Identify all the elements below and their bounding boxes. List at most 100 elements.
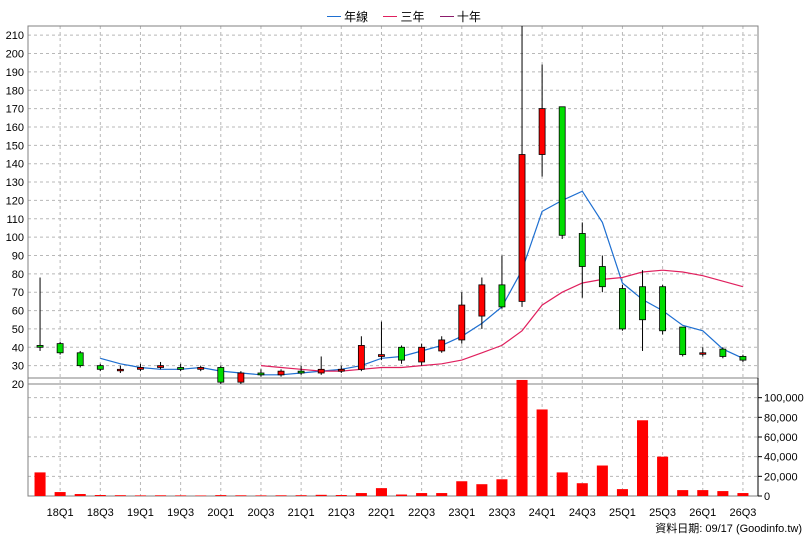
candlestick [237,371,245,384]
price-tick-label: 120 [6,195,24,207]
x-tick-label: 23Q1 [448,507,475,519]
volume-axis: 0 20,000 40,000 60,000 80,000 100,000 [758,393,804,503]
x-tick-label: 23Q3 [488,507,515,519]
price-tick-label: 140 [6,159,24,171]
volume-bar [737,493,749,496]
volume-tick-label: 80,000 [764,412,798,424]
candlestick [378,321,385,361]
candlestick [639,270,646,351]
price-tick-label: 210 [6,30,24,42]
candlestick [679,326,687,357]
candle-body [438,339,446,352]
x-tick-label: 21Q1 [288,507,315,519]
candlestick [257,369,265,377]
candle-body [719,348,727,357]
price-tick-label: 200 [6,49,24,61]
volume-bar [235,495,247,496]
x-tick-label: 21Q3 [328,507,355,519]
candlestick [137,363,144,372]
legend-swatch-year-line [327,16,342,17]
candle-body [317,368,325,374]
volume-bar [134,495,146,496]
x-tick-label: 24Q3 [569,507,596,519]
volume-tick-label: 40,000 [764,452,798,464]
candlestick [498,255,506,309]
volume-bar [496,479,508,496]
legend-swatch-ten-year [439,16,454,17]
candlestick [598,255,606,293]
legend-label-year-line: 年線 [344,10,369,24]
price-tick-label: 70 [12,287,24,299]
candle-body [518,154,526,302]
grid-lines [28,26,758,496]
volume-bar [335,495,347,496]
volume-bar [476,484,488,496]
x-tick-label: 18Q3 [87,507,114,519]
candle-body [277,370,285,376]
x-tick-label: 24Q1 [529,507,556,519]
candle-body [337,368,345,372]
price-tick-label: 20 [12,379,24,391]
price-tick-label: 90 [12,250,24,262]
candlestick [157,361,164,370]
candle-body [96,365,104,370]
candlestick [418,343,426,366]
volume-bar [396,494,408,496]
x-tick-label: 20Q3 [247,507,274,519]
candlestick [317,356,325,375]
volume-bar [416,493,428,496]
price-axis: 20 30 40 50 60 70 80 90 100 110 120 130 140 150 160 170… [6,30,24,391]
volume-bar [215,495,227,496]
price-tick-label: 170 [6,104,24,116]
candlestick [36,277,44,351]
price-tick-label: 160 [6,122,24,134]
x-tick-label: 25Q1 [609,507,636,519]
chart-legend: 年線 三年 十年 [0,6,808,25]
candle-body [197,367,205,370]
volume-bar [657,456,669,496]
price-tick-label: 110 [6,214,24,226]
price-tick-label: 100 [6,232,24,244]
x-tick-label: 22Q1 [368,507,395,519]
candlestick [458,292,466,344]
legend-item-ten-year: 十年 [439,8,481,25]
volume-bar [556,472,568,496]
candle-body [538,108,546,155]
volume-bar [275,495,287,496]
candle-body [257,372,265,376]
x-axis: 18Q1 18Q3 19Q1 19Q3 20Q1 20Q3 21Q1 21Q3 22Q1 22Q3… [47,507,757,519]
candle-body [36,345,44,348]
candlestick [76,350,84,368]
candlestick [619,284,626,331]
volume-bar [315,494,327,496]
candlestick [478,277,486,329]
candlestick [518,26,526,307]
candlestick [197,365,205,372]
volume-bar [195,495,207,497]
volume-bar [436,493,448,496]
candle-body [76,352,84,367]
candle-body [498,284,506,308]
x-tick-label: 22Q3 [408,507,435,519]
candle-body [116,368,124,372]
candle-body [56,343,64,354]
candle-body [177,367,185,370]
volume-bar [34,472,46,496]
volume-bar [516,379,528,496]
candle-body [217,367,225,383]
candle-body [699,352,707,355]
candle-body [639,286,646,321]
price-tick-label: 30 [12,361,24,373]
volume-bar [616,489,628,496]
volume-bar [576,483,588,496]
price-tick-label: 130 [6,177,24,189]
candle-body [739,356,747,361]
candlestick [438,336,446,353]
candlestick [297,365,305,375]
candlestick [739,354,747,362]
volume-tick-label: 0 [764,491,770,503]
volume-bar [155,495,167,496]
volume-bar [295,495,307,496]
